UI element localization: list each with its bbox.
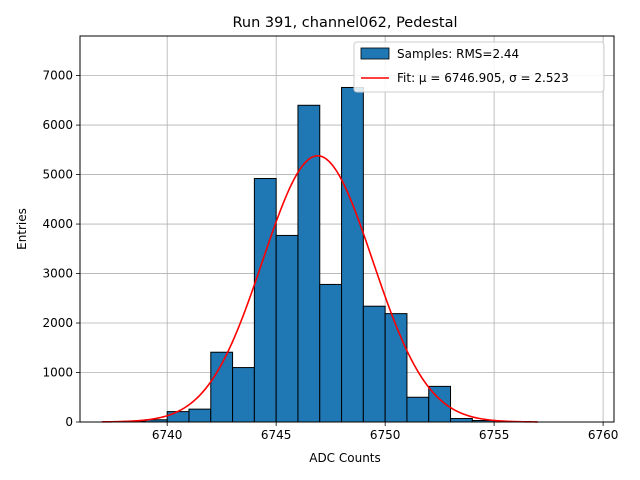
histogram-bar [450,418,473,423]
gaussian-fit-curve [101,154,538,423]
histogram-bar [406,396,430,423]
x-axis-ticks: 6740 6745 6750 6755 6760 [152,422,618,442]
x-tick-label: 6755 [479,428,510,442]
legend: Samples: RMS=2.44 Fit: μ = 6746.905, σ =… [353,41,605,93]
legend-box [353,41,605,93]
histogram-bar [166,411,190,423]
x-tick-label: 6760 [588,428,619,442]
y-tick-label: 4000 [42,217,73,231]
y-axis-ticks: 0 1000 2000 3000 4000 5000 6000 7000 [42,69,80,429]
y-tick-label: 1000 [42,366,73,380]
y-axis-label: Entries [15,208,29,250]
histogram-bar [188,408,212,423]
histogram-bar [319,283,343,423]
plot-frame [79,35,615,423]
histogram-bar [253,178,277,423]
histogram-bar [232,367,255,423]
x-axis-label: ADC Counts [309,451,381,465]
y-tick-label: 2000 [42,316,73,330]
y-tick-label: 7000 [42,69,73,83]
y-tick-label: 5000 [42,168,73,182]
x-tick-label: 6740 [152,428,183,442]
histogram-bar [362,305,386,423]
legend-label-samples: Samples: RMS=2.44 [397,47,519,61]
histogram-bar [384,313,408,423]
y-tick-label: 6000 [42,118,73,132]
x-tick-label: 6750 [370,428,401,442]
y-tick-label: 0 [65,415,73,429]
legend-swatch-samples [360,47,390,60]
chart-title: Run 391, channel062, Pedestal [232,15,457,31]
legend-label-fit: Fit: μ = 6746.905, σ = 2.523 [397,71,569,85]
histogram-bars [123,86,517,423]
histogram-bar [341,86,364,423]
histogram-bar [275,234,299,423]
histogram-bar [297,104,321,423]
x-tick-label: 6745 [261,428,292,442]
y-tick-label: 3000 [42,267,73,281]
